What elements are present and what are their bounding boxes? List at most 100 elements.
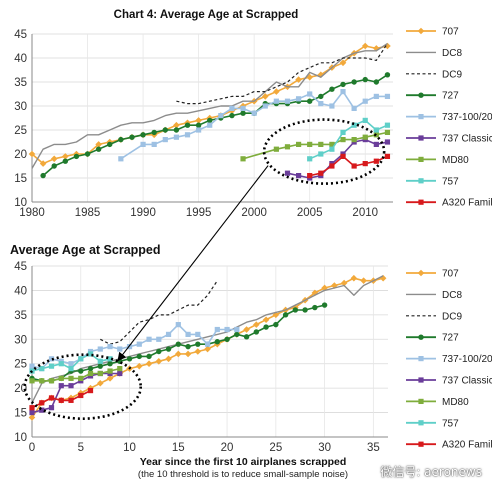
x-tick-label: 1990: [130, 207, 156, 219]
data-point-md80: [48, 378, 55, 384]
data-point-757: [384, 122, 391, 128]
legend-label-md80: MD80: [442, 155, 469, 166]
data-point-727: [224, 336, 230, 342]
data-point-737-100-200: [68, 361, 74, 367]
data-point-757: [68, 366, 74, 372]
series-757: [29, 351, 113, 374]
x-tick-label: 1985: [75, 207, 101, 219]
data-point-727: [165, 346, 172, 352]
data-point-727: [306, 98, 313, 104]
x-tick-label: 5: [78, 442, 84, 454]
data-point-707: [339, 59, 347, 67]
data-point-757: [362, 117, 368, 123]
data-point-727: [273, 321, 279, 328]
data-point-727: [253, 329, 260, 335]
y-tick-label: 40: [14, 285, 27, 297]
data-point-737-100-200: [251, 110, 257, 116]
data-point-727: [95, 146, 102, 152]
legend-label-dc8: DC8: [442, 290, 462, 301]
data-point-707: [184, 350, 192, 358]
y-tick-label: 15: [14, 173, 27, 185]
series-707: [28, 274, 387, 421]
data-point-737-100-200: [214, 326, 220, 333]
data-point-737-100-200: [118, 156, 124, 162]
data-point-757: [39, 366, 45, 372]
data-point-707: [175, 350, 182, 358]
legend-marker-727: [418, 92, 424, 98]
series-a320-family: [307, 153, 391, 179]
data-point-707: [360, 277, 367, 284]
data-point-737-100-200: [185, 331, 191, 337]
data-point-a320-family: [39, 400, 45, 406]
data-point-707: [28, 414, 36, 421]
legend-label-a320-family: A320 Family: [442, 198, 492, 209]
data-point-727: [312, 304, 318, 311]
chart-title: Chart 4: Average Age at Scrapped: [114, 9, 299, 21]
x-tick-label: 25: [269, 442, 282, 454]
data-point-707: [273, 88, 280, 95]
data-point-737-100-200: [165, 331, 172, 337]
data-point-737-100-200: [173, 134, 179, 140]
data-point-757: [351, 122, 357, 128]
data-point-707: [106, 375, 114, 382]
data-point-707: [384, 42, 391, 50]
data-point-707: [311, 289, 319, 297]
data-point-727: [321, 302, 328, 308]
data-point-737-classic: [373, 141, 379, 147]
connector-arrow: [117, 165, 269, 362]
data-point-737-100-200: [384, 93, 391, 99]
data-point-737-100-200: [351, 105, 357, 111]
chart-title: Average Age at Scrapped: [10, 243, 161, 257]
data-point-727: [62, 158, 69, 164]
data-point-727: [140, 132, 146, 138]
legend-label-737-classic: 737 Classic: [442, 376, 492, 387]
data-point-md80: [107, 368, 113, 374]
data-point-a320-family: [373, 158, 379, 164]
data-point-737-classic: [39, 407, 45, 413]
data-point-727: [329, 86, 335, 92]
data-point-707: [272, 311, 280, 319]
data-point-727: [185, 343, 191, 350]
data-point-md80: [384, 129, 391, 135]
data-point-727: [162, 127, 168, 133]
x-tick-label: 0: [29, 442, 35, 454]
legend-label-737-classic: 737 Classic: [442, 134, 492, 145]
data-point-737-classic: [58, 383, 64, 389]
data-point-737-100-200: [295, 96, 302, 102]
data-point-md80: [295, 141, 302, 147]
data-point-727: [229, 112, 235, 119]
data-point-707: [50, 155, 58, 163]
data-point-727: [107, 361, 113, 367]
legend-marker-737-100-200: [418, 114, 424, 120]
data-point-md80: [340, 137, 346, 143]
data-point-707: [379, 274, 387, 282]
data-point-737-100-200: [307, 91, 313, 97]
series-707: [28, 42, 391, 167]
data-point-757: [97, 358, 103, 364]
bottom-chart: Average Age at Scrapped 10 15 20 25 30 35 40 45 0…: [10, 243, 492, 480]
legend-label-a320-family: A320 Family: [442, 440, 492, 451]
data-point-737-100-200: [273, 98, 279, 104]
series-737-100-200: [118, 89, 391, 162]
series-line-737-100-200: [31, 323, 237, 370]
data-point-727: [214, 339, 221, 345]
data-point-md80: [329, 141, 335, 147]
data-point-737-100-200: [184, 132, 191, 138]
data-point-727: [78, 368, 84, 374]
legend-marker-a320-family: [418, 199, 424, 205]
data-point-757: [318, 151, 324, 157]
data-point-707: [195, 117, 202, 124]
data-point-737-100-200: [195, 331, 201, 337]
legend-label-dc9: DC9: [442, 311, 462, 322]
data-point-737-classic: [68, 383, 74, 389]
legend-label-dc8: DC8: [442, 48, 462, 59]
data-point-727: [173, 127, 180, 133]
y-tick-label: 25: [14, 125, 27, 137]
data-point-md80: [351, 137, 357, 143]
data-point-md80: [362, 134, 368, 140]
series-a320-family: [29, 387, 94, 411]
data-point-737-classic: [117, 370, 123, 377]
y-tick-label: 30: [14, 334, 27, 346]
data-point-md80: [39, 378, 45, 384]
data-point-727: [243, 334, 250, 340]
